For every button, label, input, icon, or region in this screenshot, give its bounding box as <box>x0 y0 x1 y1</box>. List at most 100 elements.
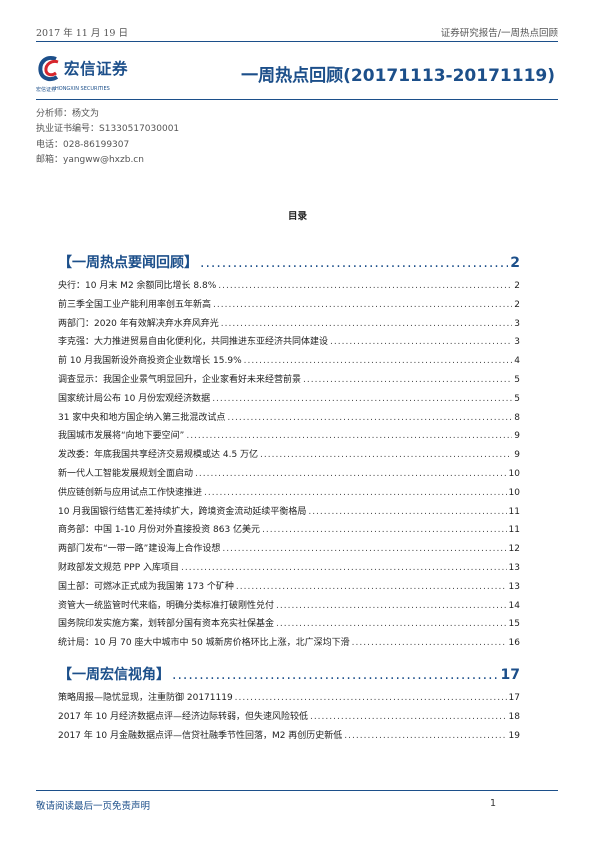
toc-entry[interactable]: 国土部：可燃冰正式成为我国第 173 个矿种 13 <box>58 578 520 597</box>
toc-entry[interactable]: 策略周报—隐忧显现，注重防御 20171119 17 <box>58 689 520 708</box>
toc-leader <box>204 484 507 503</box>
footer-disclaimer[interactable]: 敬请阅读最后一页免责声明 <box>36 801 151 812</box>
email-address: 邮箱：yangww@hxzb.cn <box>36 154 144 165</box>
toc-entry-page: 3 <box>514 318 520 329</box>
toc-entry-title: 统计局：10 月 70 座大中城市中 50 城新房价格环比上涨，北广深均下滑 <box>58 638 350 649</box>
toc-leader <box>344 727 506 746</box>
toc-entry[interactable]: 31 家中央和地方国企纳入第三批混改试点 8 <box>58 409 520 428</box>
toc-entry-page: 2 <box>514 299 520 310</box>
toc-entry-title: 两部门：2020 年有效解决弃水弃风弃光 <box>58 318 219 329</box>
phone-number: 电话：028-86199307 <box>36 139 130 150</box>
toc-entry-page: 14 <box>508 600 520 611</box>
logo-small-cn: 宏信证券 <box>36 87 57 93</box>
toc-entry[interactable]: 2017 年 10 月金融数据点评—信贷社融季节性回落，M2 再创历史新低 19 <box>58 727 520 746</box>
toc-entry-page: 11 <box>508 525 520 536</box>
toc-entry-page: 18 <box>508 711 520 722</box>
toc-entry[interactable]: 调查显示：我国企业景气明显回升，企业家看好未来经营前景 5 <box>58 371 520 390</box>
toc-entry-page: 9 <box>514 431 520 442</box>
logo-company-name-cn: 宏信证券 <box>64 60 129 78</box>
header-report-type: 证券研究报告/一周热点回顾 <box>440 28 558 39</box>
toc-entry-page: 4 <box>514 356 520 367</box>
company-logo: 宏信证券 宏信证券 HONGXIN SECURITIES <box>36 53 166 98</box>
toc-entry[interactable]: 供应链创新与应用试点工作快速推进 10 <box>58 484 520 503</box>
header-divider <box>36 41 558 42</box>
toc-leader <box>221 315 512 334</box>
toc-entry-page: 3 <box>514 337 520 348</box>
toc-entry-title: 调查显示：我国企业景气明显回升，企业家看好未来经营前景 <box>58 374 302 385</box>
toc-leader <box>262 521 506 540</box>
toc-section-2[interactable]: 【一周宏信视角】 17 <box>58 667 520 684</box>
toc-entry-title: 央行：10 月末 M2 余额同比增长 8.8% <box>58 281 217 291</box>
toc-leader <box>195 465 507 484</box>
toc-leader <box>352 634 507 653</box>
toc-entry[interactable]: 我国城市发展将“向地下要空间” 9 <box>58 427 520 446</box>
toc-entry[interactable]: 发改委：年底我国共享经济交易规模或达 4.5 万亿 9 <box>58 446 520 465</box>
toc-section-1[interactable]: 【一周热点要闻回顾】 2 <box>58 255 520 272</box>
toc-entry[interactable]: 李克强：大力推进贸易自由化便利化，共同推进东亚经济共同体建设 3 <box>58 333 520 352</box>
toc-leader <box>260 446 512 465</box>
toc-entry[interactable]: 两部门：2020 年有效解决弃水弃风弃光 3 <box>58 315 520 334</box>
toc-entry-page: 11 <box>508 506 520 517</box>
toc-entry[interactable]: 2017 年 10 月经济数据点评—经济边际转弱，但失速风险较低 18 <box>58 708 520 727</box>
toc-leader <box>236 578 507 597</box>
toc-entry-page: 5 <box>514 393 520 404</box>
toc-leader <box>276 615 507 634</box>
toc-entry-title: 国务院印发实施方案，划转部分国有资本充实社保基金 <box>58 619 275 630</box>
toc-section-title: 【一周宏信视角】 <box>58 666 170 683</box>
toc-leader <box>303 371 512 390</box>
toc-leader <box>235 689 507 708</box>
toc-entry[interactable]: 前 10 月我国新设外商投资企业数增长 15.9% 4 <box>58 352 520 371</box>
toc-entry[interactable]: 央行：10 月末 M2 余额同比增长 8.8% 2 <box>58 277 520 296</box>
toc-entry-page: 12 <box>508 544 520 555</box>
toc-entry-title: 2017 年 10 月经济数据点评—经济边际转弱，但失速风险较低 <box>58 711 308 722</box>
toc-entry[interactable]: 商务部：中国 1-10 月份对外直接投资 863 亿美元 11 <box>58 521 520 540</box>
toc-entry-page: 8 <box>514 412 520 423</box>
toc-entry-page: 17 <box>508 692 520 703</box>
toc-section-title: 【一周热点要闻回顾】 <box>58 255 198 271</box>
toc-entry-title: 两部门发布“一带一路”建设海上合作设想 <box>58 544 221 555</box>
license-number: 执业证书编号：S1330517030001 <box>36 124 180 135</box>
toc-entry-page: 5 <box>514 374 520 385</box>
toc-leader <box>227 409 512 428</box>
toc-section-page: 2 <box>510 255 520 271</box>
toc-leader <box>212 390 512 409</box>
toc-entry[interactable]: 财政部发文规范 PPP 入库项目 13 <box>58 559 520 578</box>
toc-entry[interactable]: 资管大一统监管时代来临，明确分类标准打破刚性兑付 14 <box>58 597 520 616</box>
toc-entry-title: 供应链创新与应用试点工作快速推进 <box>58 487 203 498</box>
toc-entry-title: 策略周报—隐忧显现，注重防御 20171119 <box>58 692 233 703</box>
header-date: 2017 年 11 月 19 日 <box>36 28 128 39</box>
report-title: 一周热点回顾(20171113-20171119) <box>241 66 555 86</box>
toc-leader <box>181 559 507 578</box>
toc-entry-page: 16 <box>508 638 520 649</box>
toc-leader <box>218 277 512 296</box>
toc-entry[interactable]: 国务院印发实施方案，划转部分国有资本充实社保基金 15 <box>58 615 520 634</box>
toc-entry-page: 15 <box>508 619 520 630</box>
toc-section-page: 17 <box>500 666 520 683</box>
toc-leader <box>222 540 506 559</box>
toc-entry-title: 2017 年 10 月金融数据点评—信贷社融季节性回落，M2 再创历史新低 <box>58 730 343 741</box>
toc-entry[interactable]: 两部门发布“一带一路”建设海上合作设想 12 <box>58 540 520 559</box>
toc-leader <box>308 503 506 522</box>
toc-entry[interactable]: 统计局：10 月 70 座大中城市中 50 城新房价格环比上涨，北广深均下滑 16 <box>58 634 520 653</box>
toc-entry-page: 13 <box>508 581 520 592</box>
title-divider <box>36 99 558 100</box>
toc-entry-title: 国家统计局公布 10 月份宏观经济数据 <box>58 393 211 404</box>
toc-entry[interactable]: 10 月我国银行结售汇差持续扩大，跨境资金流动延续平衡格局 11 <box>58 503 520 522</box>
logo-mark-icon <box>38 56 59 82</box>
toc-entry-title: 前三季全国工业产能利用率创五年新高 <box>58 299 212 310</box>
toc-entry-page: 19 <box>508 730 520 741</box>
toc-entry-page: 10 <box>508 487 520 498</box>
toc-leader <box>200 255 508 272</box>
author-info: 分析师：杨文为 执业证书编号：S1330517030001 电话：028-861… <box>36 107 179 168</box>
toc-entry-title: 10 月我国银行结售汇差持续扩大，跨境资金流动延续平衡格局 <box>58 506 307 517</box>
toc-entry[interactable]: 前三季全国工业产能利用率创五年新高 2 <box>58 296 520 315</box>
toc-entry[interactable]: 国家统计局公布 10 月份宏观经济数据 5 <box>58 390 520 409</box>
footer-divider <box>36 790 558 791</box>
toc-entry[interactable]: 新一代人工智能发展规划全面启动 10 <box>58 465 520 484</box>
toc-entry-page: 2 <box>514 281 520 291</box>
toc-entry-title: 发改委：年底我国共享经济交易规模或达 4.5 万亿 <box>58 450 259 461</box>
toc-leader <box>244 352 513 371</box>
toc-group-2: 策略周报—隐忧显现，注重防御 20171119 17 2017 年 10 月经济数据… <box>58 689 520 745</box>
toc-entry-title: 商务部：中国 1-10 月份对外直接投资 863 亿美元 <box>58 525 261 536</box>
toc-leader <box>172 667 499 684</box>
